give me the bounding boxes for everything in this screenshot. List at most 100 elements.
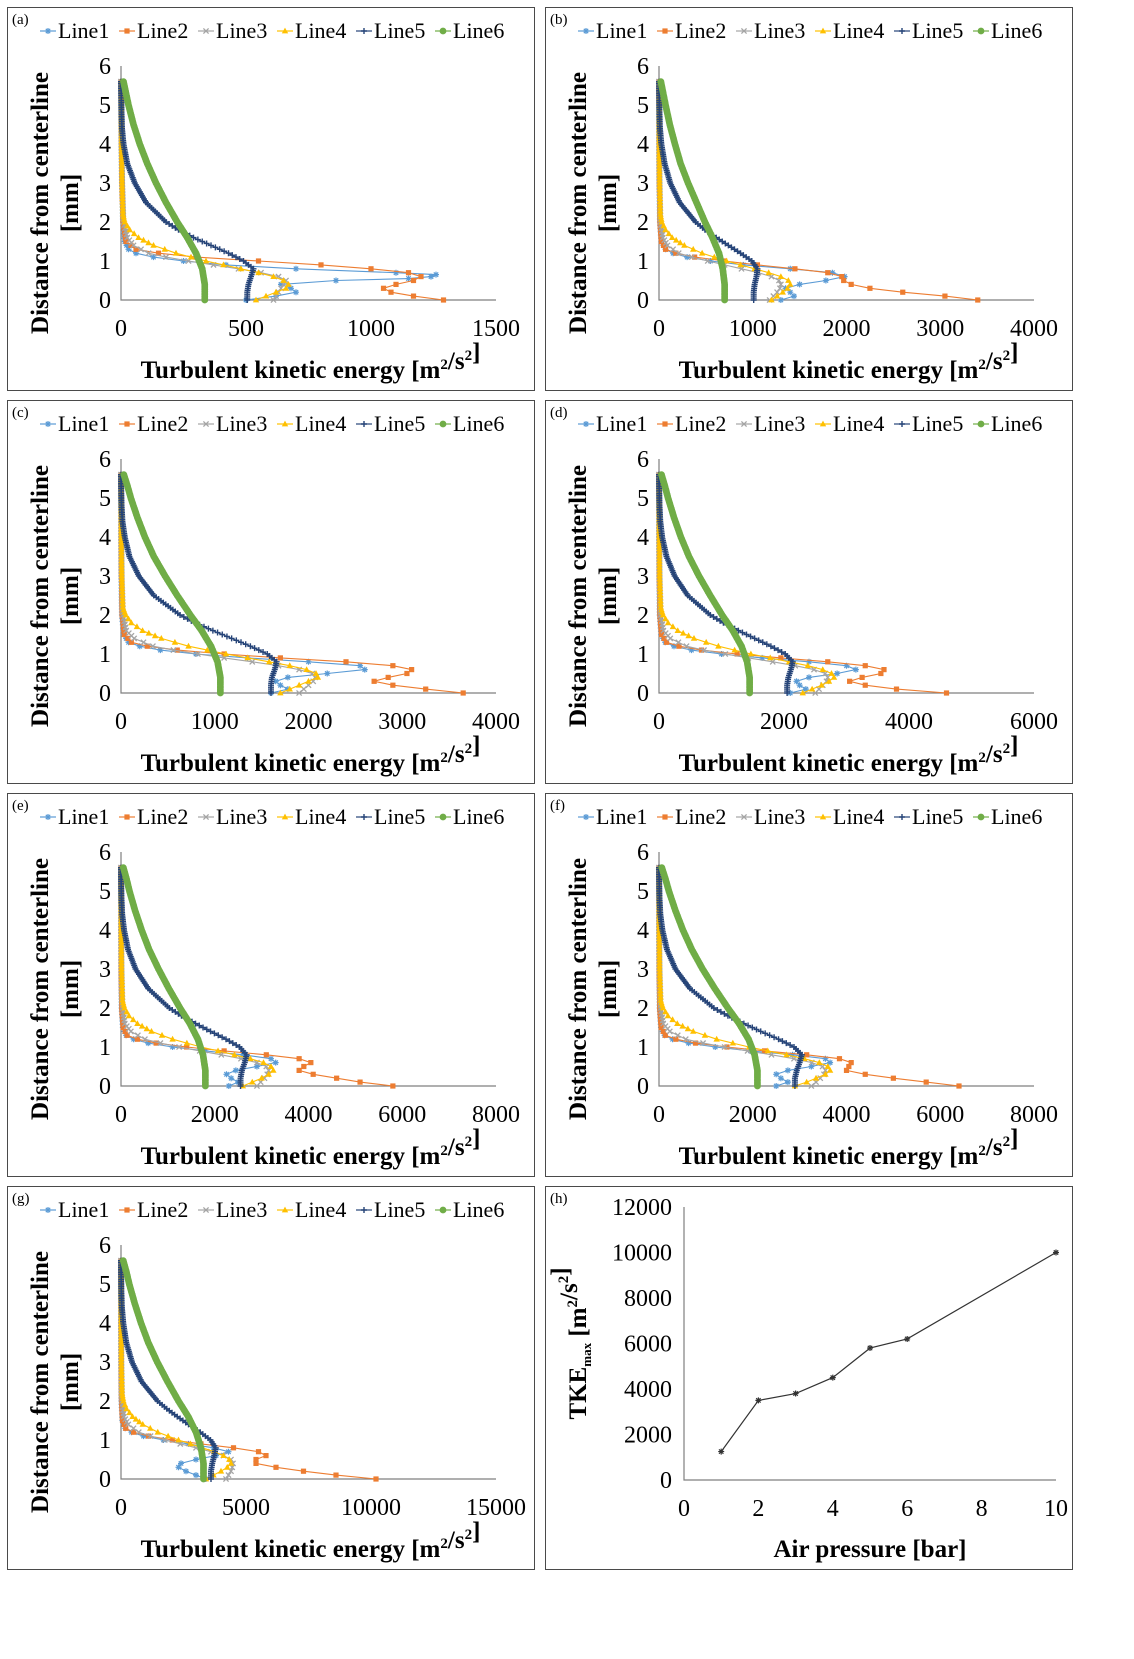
data-point [203,240,210,247]
legend: Line1 Line2 Line3 Line4 Line5 Line6 [578,804,1042,829]
data-point [440,297,447,303]
legend-label: Line5 [374,804,425,829]
data-point [722,240,729,247]
data-point [119,585,126,591]
data-point [282,284,290,291]
data-point [155,250,162,256]
data-point [118,984,126,991]
data-point [661,635,667,641]
legend-item: Line5 [356,804,425,829]
data-point [272,678,279,685]
data-point [296,1056,302,1062]
data-point [722,650,729,658]
data-point [118,941,125,948]
legend-label: Line6 [991,18,1042,43]
data-point [662,615,669,622]
data-point [658,628,664,634]
data-point [698,249,706,256]
legend-item: Line1 [578,18,647,43]
legend-item: Line1 [40,411,109,436]
data-point [172,1008,179,1015]
data-point [787,690,794,696]
data-point [783,1040,790,1047]
y-tick-label: 4 [99,132,111,158]
data-point [767,643,774,650]
data-point [656,545,663,552]
y-tick-label: 6 [637,447,649,473]
data-point [657,210,664,217]
legend-label: Line5 [912,411,963,436]
data-point [140,236,147,243]
data-point [209,627,216,634]
data-point [268,1055,274,1062]
data-point [240,258,247,264]
data-point [118,164,126,171]
data-point [368,266,374,272]
data-point [656,170,663,177]
svg-text:Distance from centerline: Distance from centerline [565,858,592,1120]
data-point [118,533,125,540]
data-point [314,674,322,680]
data-point [829,1374,836,1381]
data-point [253,1460,259,1466]
data-point [787,289,794,296]
y-tick-label: 0 [637,681,649,707]
data-point [787,1042,794,1049]
chart-panel-b: (b) 0 1 2 3 4 5 6 0 1000 2000 3000 4000 Turbulent kin… [545,7,1073,391]
data-point [808,1063,815,1070]
data-point [133,623,141,630]
y-tick-label: 2000 [624,1423,672,1449]
data-point [151,632,159,639]
data-point [119,597,126,604]
data-point [239,1051,246,1058]
data-point [220,1452,227,1458]
data-point [782,651,789,657]
data-point [656,554,663,561]
legend-item: Line1 [578,411,647,436]
data-point [740,261,747,268]
legend-item: Line6 [435,18,504,43]
svg-text:Distance from centerline: Distance from centerline [27,1251,54,1513]
data-point [140,1433,147,1440]
y-tick-label: 3 [99,1350,111,1376]
x-tick-label: 500 [228,316,264,342]
data-point [139,1421,146,1427]
data-point [305,677,312,684]
legend-item: Line6 [973,804,1042,829]
data-point [704,257,711,265]
data-point [656,569,663,576]
legend-marker [281,813,289,820]
legend-label: Line6 [991,804,1042,829]
data-point [333,277,339,284]
legend-marker [740,27,748,35]
data-point [141,1036,148,1043]
data-point [169,222,176,229]
data-point [118,1355,125,1362]
data-point [900,289,906,295]
legend-marker [45,814,51,820]
legend-marker [819,420,827,427]
data-point [711,253,718,260]
chart-panel-a: (a) 0 1 2 3 4 5 6 0 500 1000 1500 Turbulent kinetic … [7,7,535,391]
data-point [656,158,663,165]
data-point [775,647,782,654]
data-point [743,631,750,638]
data-point [122,235,129,241]
data-point [371,678,377,684]
legend-item: Line5 [356,1197,425,1222]
data-point [1053,1249,1059,1256]
data-point [373,1476,379,1482]
legend-item: Line4 [815,411,884,436]
y-axis-label: Distance from centerline [mm] [565,858,622,1120]
x-tick-label: 4000 [285,1102,333,1128]
data-point [308,1060,314,1066]
y-tick-label: 6000 [624,1332,672,1358]
data-point [118,1352,125,1359]
legend-marker [202,420,210,428]
data-point [140,639,147,646]
data-point [839,274,845,280]
series-line [658,81,847,301]
data-point [759,639,766,646]
legend-item: Line2 [657,18,726,43]
legend-item: Line1 [40,18,109,43]
